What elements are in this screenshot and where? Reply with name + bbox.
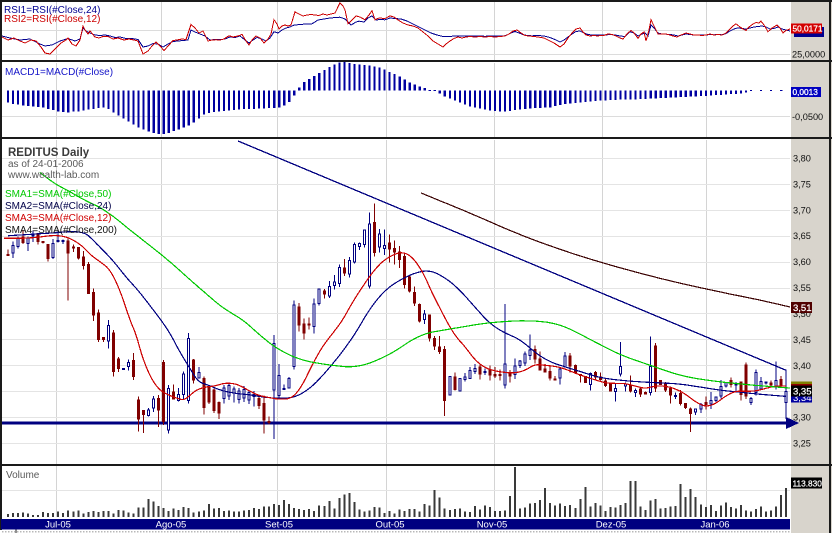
svg-text:3,50: 3,50: [793, 309, 811, 319]
svg-text:3,35: 3,35: [793, 387, 812, 398]
svg-text:Set-05: Set-05: [265, 520, 293, 531]
svg-text:REDITUS Daily: REDITUS Daily: [8, 147, 90, 159]
svg-text:Jan-06: Jan-06: [700, 520, 729, 531]
svg-text:3,65: 3,65: [793, 231, 811, 241]
svg-text:3,75: 3,75: [793, 179, 811, 189]
svg-text:Out-05: Out-05: [375, 520, 404, 531]
svg-text:Volume: Volume: [6, 470, 40, 481]
svg-text:Jul-05: Jul-05: [45, 520, 71, 531]
svg-text:Nov-05: Nov-05: [477, 520, 508, 531]
svg-text:3,70: 3,70: [793, 205, 811, 215]
svg-text:Dez-05: Dez-05: [596, 520, 627, 531]
svg-text:3,60: 3,60: [793, 257, 811, 267]
svg-text:as of 24-01-2006: as of 24-01-2006: [8, 159, 84, 170]
svg-text:50,0171: 50,0171: [793, 24, 823, 34]
svg-text:RSI2=RSI(#Close,12): RSI2=RSI(#Close,12): [4, 14, 100, 25]
svg-text:3,34: 3,34: [793, 393, 812, 404]
svg-text:MACD1=MACD(#Close): MACD1=MACD(#Close): [5, 67, 113, 78]
svg-text:3,80: 3,80: [793, 154, 811, 164]
svg-text:3,40: 3,40: [793, 361, 811, 371]
svg-text:www.wealth-lab.com: www.wealth-lab.com: [7, 170, 99, 181]
svg-text:3,51: 3,51: [793, 303, 812, 314]
svg-text:113.830: 113.830: [793, 479, 823, 489]
svg-text:RSI1=RSI(#Close,24): RSI1=RSI(#Close,24): [4, 5, 100, 16]
svg-text:3,30: 3,30: [793, 413, 811, 423]
svg-text:SMA1=SMA(#Close,50): SMA1=SMA(#Close,50): [5, 189, 111, 200]
svg-text:SMA4=SMA(#Close,200): SMA4=SMA(#Close,200): [5, 225, 117, 236]
svg-text:SMA3=SMA(#Close,12): SMA3=SMA(#Close,12): [5, 213, 111, 224]
svg-text:3,55: 3,55: [793, 283, 811, 293]
svg-text:25,0000: 25,0000: [792, 50, 825, 60]
svg-text:SMA2=SMA(#Close,24): SMA2=SMA(#Close,24): [5, 201, 111, 212]
svg-text:0,0013: 0,0013: [793, 87, 819, 97]
svg-text:3,25: 3,25: [793, 439, 811, 449]
svg-text:Ago-05: Ago-05: [156, 520, 187, 531]
svg-text:-0,0500: -0,0500: [792, 112, 823, 122]
svg-text:3,45: 3,45: [793, 335, 811, 345]
